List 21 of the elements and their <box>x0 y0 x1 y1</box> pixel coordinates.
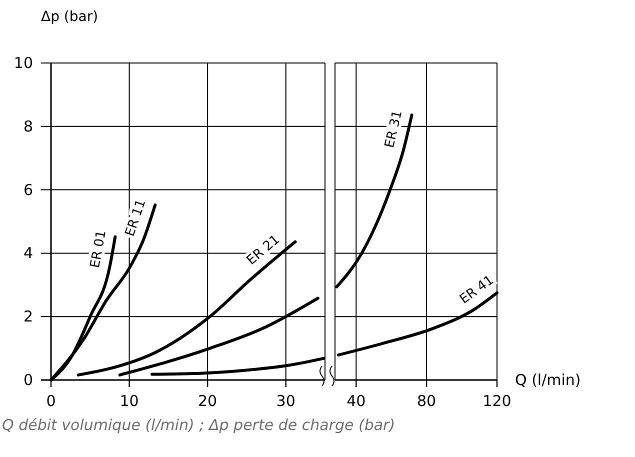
x-tick-label: 30 <box>276 392 296 410</box>
x-tick-label: 20 <box>198 392 218 410</box>
x-axis-title: Q (l/min) <box>515 371 581 389</box>
y-tick-label: 8 <box>23 117 33 136</box>
y-tick-label: 10 <box>14 54 33 72</box>
text: ER 21 <box>244 232 283 268</box>
x-tick-label: 120 <box>482 392 512 410</box>
x-tick-label: 40 <box>346 392 366 410</box>
y-tick-label: 4 <box>23 244 33 262</box>
y-tick-label: 2 <box>23 308 33 326</box>
text: ER 11 <box>122 198 150 238</box>
text: ER 01 <box>88 229 110 270</box>
x-tick-label: 0 <box>46 392 56 410</box>
x-tick-label: 80 <box>417 392 436 410</box>
text: ER 31 <box>382 109 406 150</box>
y-axis-title: Δp (bar) <box>41 9 98 25</box>
text: Q débit volumique (l/min) ; Δp perte de charge (bar) <box>2 416 396 434</box>
y-tick-label: 6 <box>23 180 33 199</box>
x-tick-label: 10 <box>120 392 139 410</box>
y-tick-label: 0 <box>23 371 33 389</box>
text: ER 41 <box>457 272 497 308</box>
